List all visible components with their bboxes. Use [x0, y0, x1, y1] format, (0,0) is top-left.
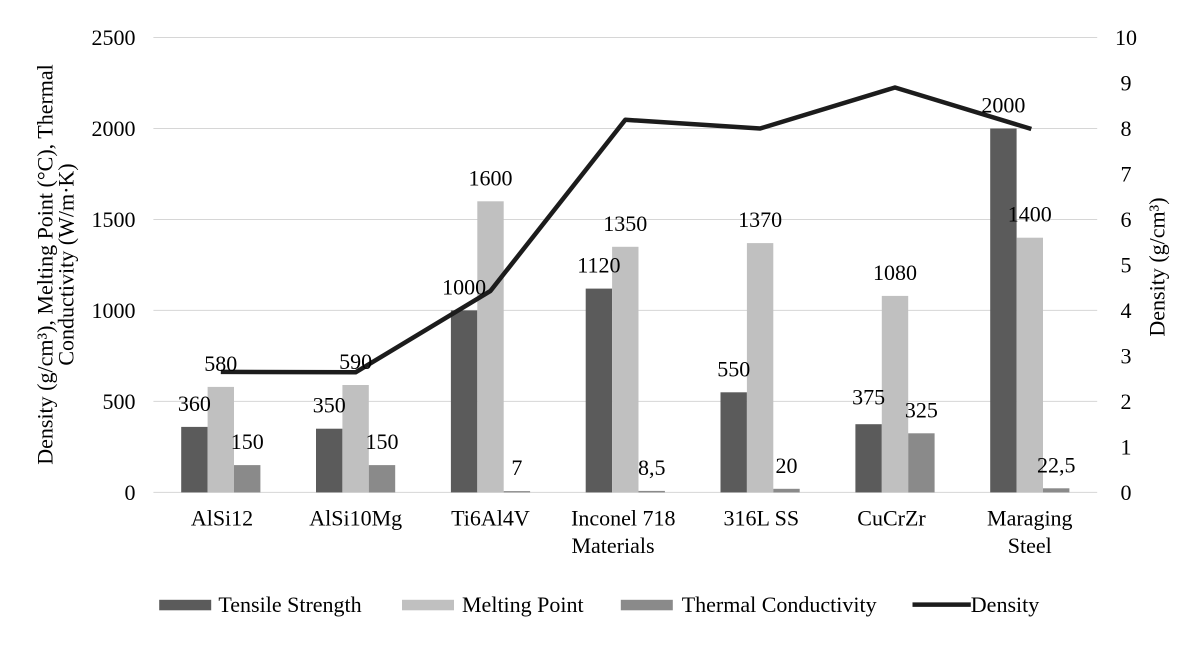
svg-text:2000: 2000 — [92, 116, 136, 141]
svg-text:590: 590 — [339, 349, 372, 374]
svg-text:0: 0 — [1121, 480, 1132, 505]
svg-text:Ti6Al4V: Ti6Al4V — [451, 506, 530, 531]
svg-text:150: 150 — [366, 429, 399, 454]
svg-text:5: 5 — [1121, 252, 1132, 277]
svg-text:Density (g/cm³): Density (g/cm³) — [1144, 197, 1169, 336]
svg-text:1500: 1500 — [92, 207, 136, 232]
svg-text:550: 550 — [717, 356, 750, 381]
svg-text:1600: 1600 — [469, 165, 513, 190]
svg-text:8: 8 — [1121, 116, 1132, 141]
svg-text:1120: 1120 — [577, 253, 620, 278]
svg-text:3: 3 — [1121, 343, 1132, 368]
svg-text:580: 580 — [204, 351, 237, 376]
svg-text:Inconel 718: Inconel 718 — [571, 506, 675, 531]
svg-text:10: 10 — [1115, 25, 1137, 50]
svg-text:9: 9 — [1121, 70, 1132, 95]
svg-text:Materials: Materials — [571, 533, 654, 558]
svg-text:AlSi12: AlSi12 — [191, 506, 253, 531]
svg-text:Thermal Conductivity: Thermal Conductivity — [682, 592, 877, 617]
svg-text:Conductivity (W/m·K): Conductivity (W/m·K) — [54, 163, 79, 365]
svg-text:2500: 2500 — [92, 25, 136, 50]
svg-text:1350: 1350 — [603, 211, 647, 236]
svg-text:316L SS: 316L SS — [724, 506, 800, 531]
svg-text:AlSi10Mg: AlSi10Mg — [309, 506, 402, 531]
svg-text:Melting Point: Melting Point — [462, 592, 584, 617]
svg-text:8,5: 8,5 — [638, 455, 666, 480]
svg-text:Maraging: Maraging — [987, 506, 1073, 531]
svg-text:Density (g/cm³), Melting Point: Density (g/cm³), Melting Point (°C), The… — [33, 64, 58, 465]
svg-text:1400: 1400 — [1008, 202, 1052, 227]
svg-text:1000: 1000 — [92, 298, 136, 323]
svg-text:Density: Density — [971, 592, 1039, 617]
svg-text:Steel: Steel — [1008, 533, 1052, 558]
svg-text:0: 0 — [125, 480, 136, 505]
svg-text:22,5: 22,5 — [1037, 452, 1076, 477]
svg-text:CuCrZr: CuCrZr — [857, 506, 926, 531]
svg-text:360: 360 — [178, 391, 211, 416]
svg-text:4: 4 — [1121, 298, 1132, 323]
svg-text:20: 20 — [776, 453, 798, 478]
svg-text:2000: 2000 — [981, 93, 1025, 118]
svg-text:350: 350 — [313, 393, 346, 418]
svg-text:7: 7 — [511, 455, 522, 480]
svg-text:7: 7 — [1121, 161, 1132, 186]
svg-text:Tensile Strength: Tensile Strength — [218, 592, 361, 617]
svg-text:1: 1 — [1121, 434, 1132, 459]
svg-text:500: 500 — [103, 389, 136, 414]
svg-text:150: 150 — [231, 429, 264, 454]
svg-text:1370: 1370 — [738, 207, 782, 232]
svg-text:1000: 1000 — [442, 274, 486, 299]
svg-text:6: 6 — [1121, 207, 1132, 232]
svg-text:375: 375 — [852, 385, 885, 410]
svg-text:2: 2 — [1121, 389, 1132, 414]
svg-text:1080: 1080 — [873, 260, 917, 285]
svg-text:325: 325 — [905, 397, 938, 422]
